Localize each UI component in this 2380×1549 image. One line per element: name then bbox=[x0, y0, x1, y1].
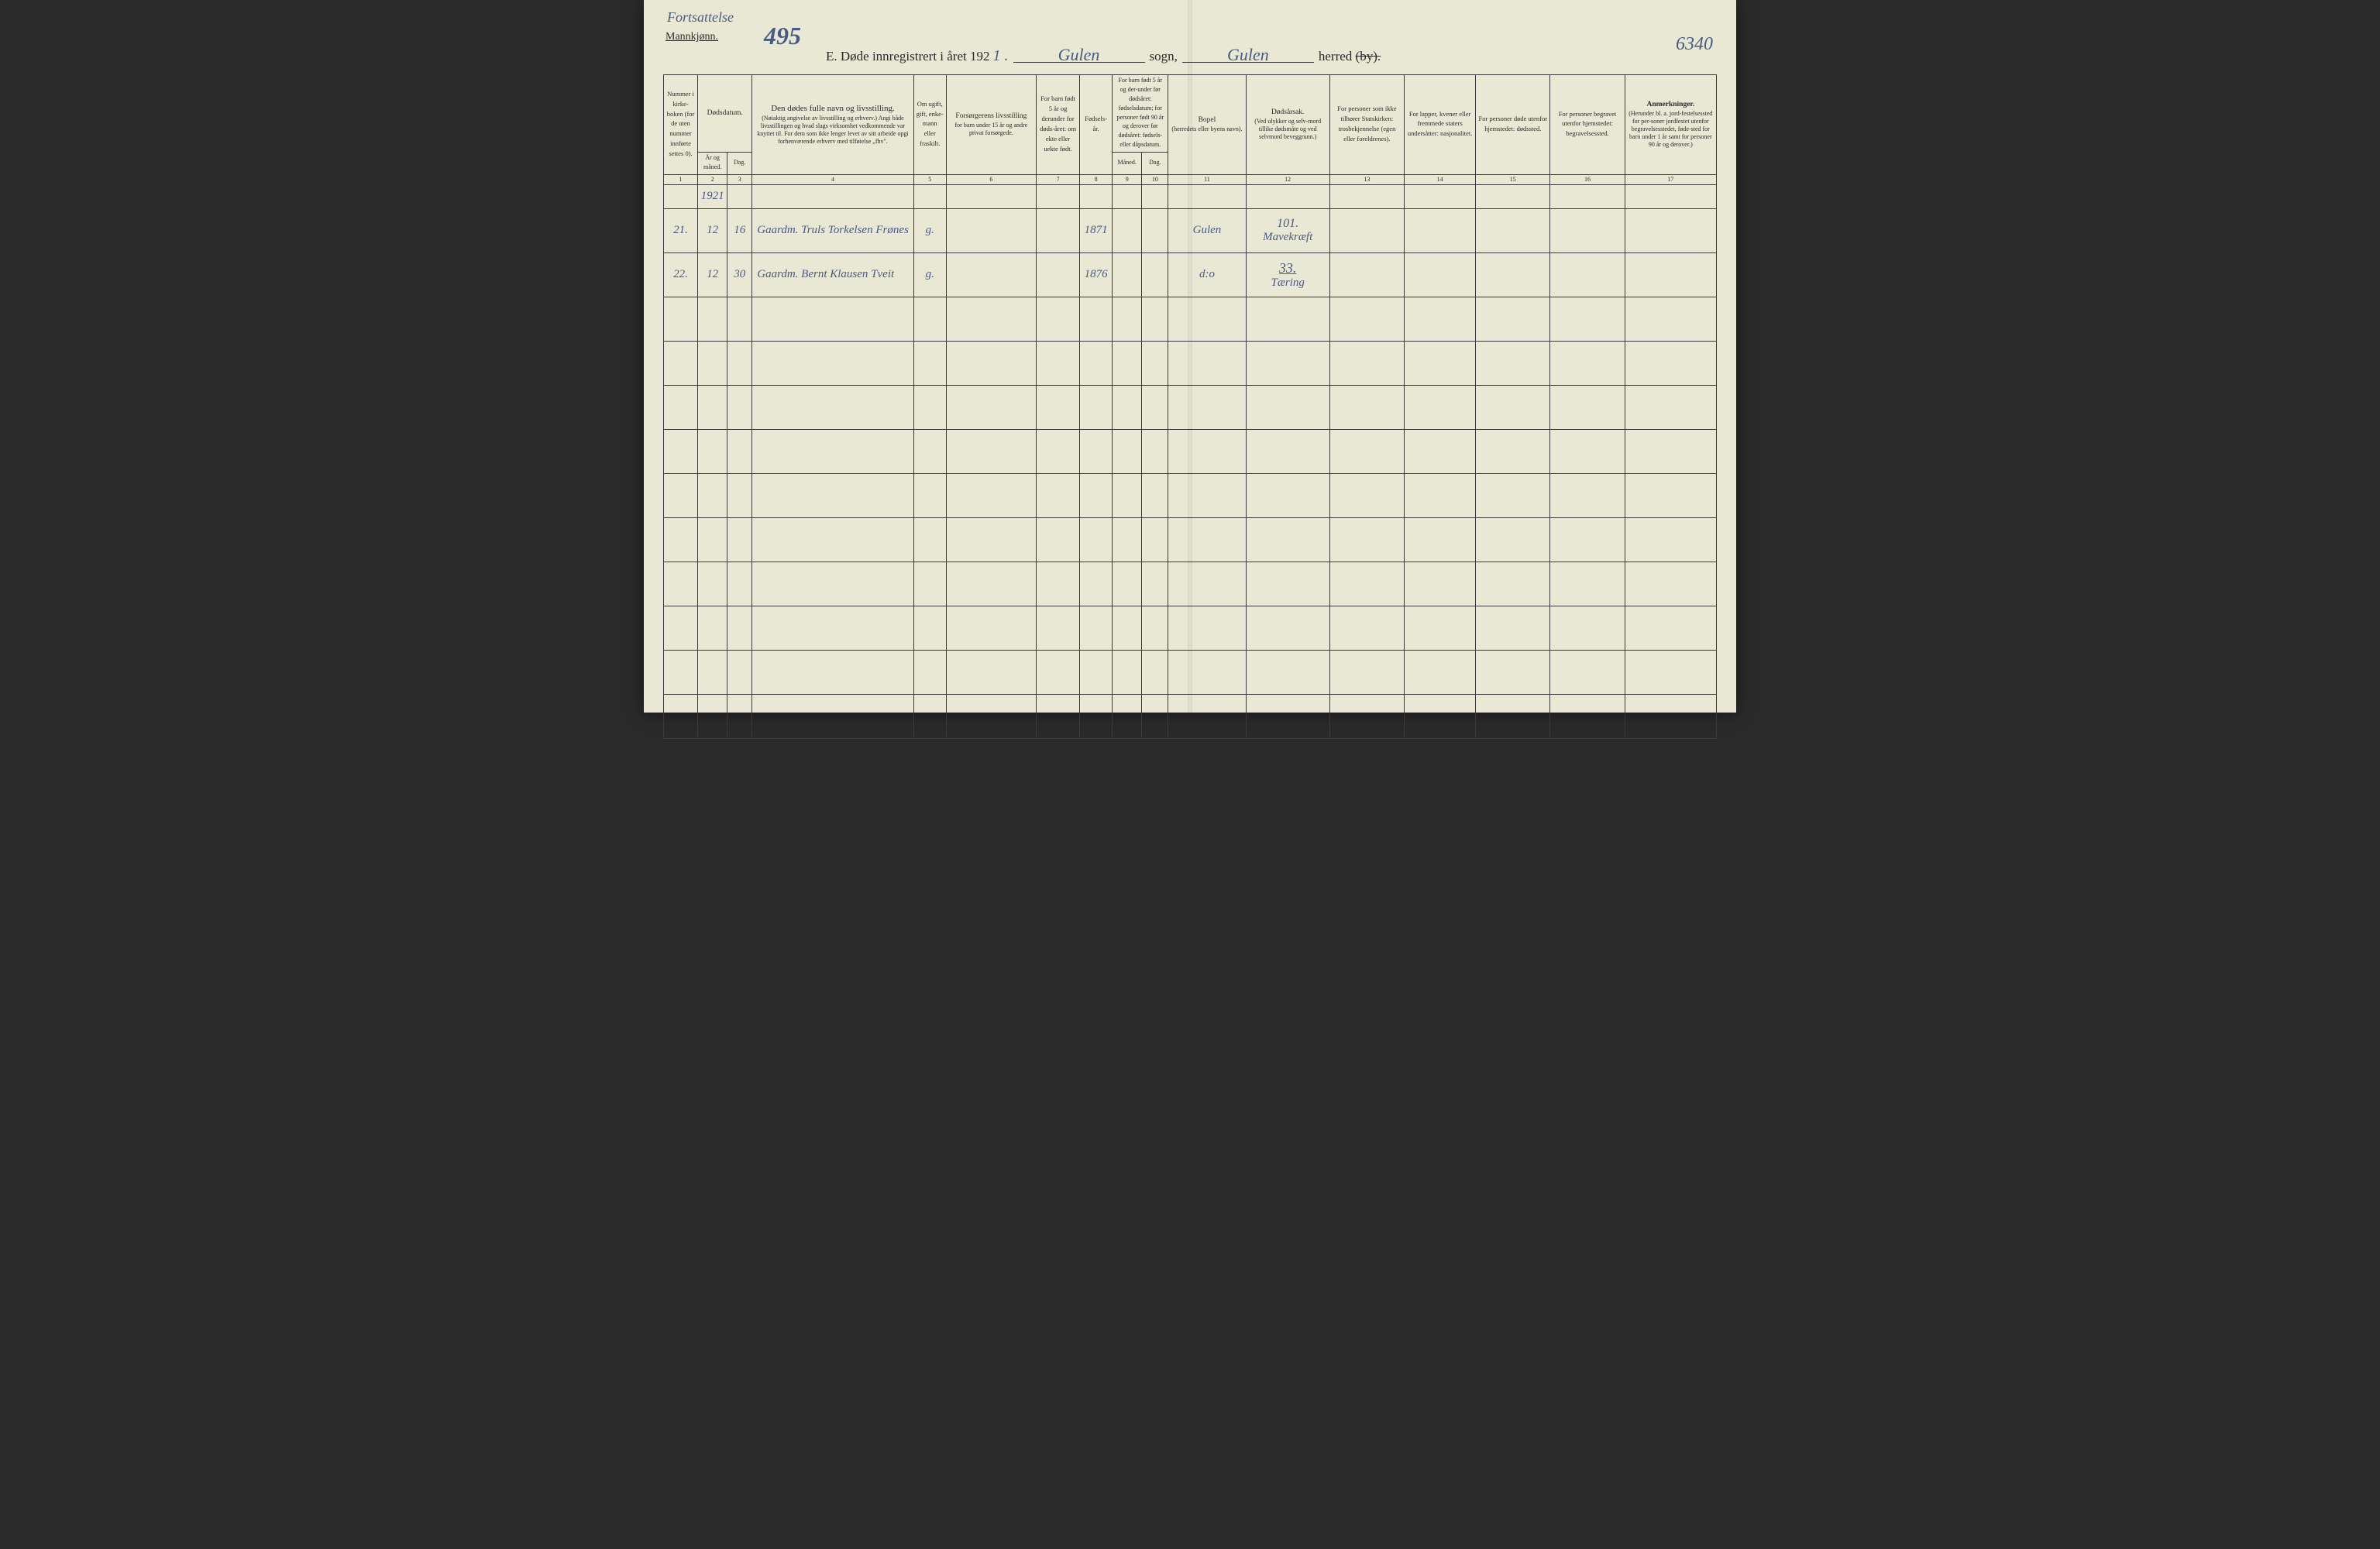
table-row bbox=[664, 297, 1717, 341]
birth-year: 1876 bbox=[1080, 252, 1113, 297]
herred-value: Gulen bbox=[1182, 45, 1314, 63]
col-header: For barn født 5 år og der-under før døds… bbox=[1113, 75, 1168, 153]
cause-of-death: 101. Mavekræft bbox=[1246, 208, 1329, 252]
col-header: Dødsdatum. bbox=[698, 75, 752, 153]
title-row: E. Døde innregistrert i året 192 1 . Gul… bbox=[826, 45, 1717, 65]
table-row bbox=[664, 562, 1717, 606]
table-row bbox=[664, 694, 1717, 738]
death-month: 12 bbox=[698, 208, 727, 252]
table-row bbox=[664, 429, 1717, 473]
table-row bbox=[664, 385, 1717, 429]
table-head: Nummer i kirke-boken (for de uten nummer… bbox=[664, 75, 1717, 185]
column-number-row: 123 456 789 101112 131415 1617 bbox=[664, 174, 1717, 184]
col-header: Bopel (herredets eller byens navn). bbox=[1168, 75, 1246, 175]
table-row bbox=[664, 650, 1717, 694]
marital-status: g. bbox=[913, 208, 946, 252]
residence: Gulen bbox=[1168, 208, 1246, 252]
birth-year: 1871 bbox=[1080, 208, 1113, 252]
table-row: 21. 12 16 Gaardm. Truls Torkelsen Frønes… bbox=[664, 208, 1717, 252]
full-name: Gaardm. Bernt Klausen Tveit bbox=[752, 252, 913, 297]
col-header: For lapper, kvener eller fremmede stater… bbox=[1405, 75, 1476, 175]
table-row bbox=[664, 341, 1717, 385]
col-subheader: Måned. bbox=[1113, 153, 1142, 175]
residence: d:o bbox=[1168, 252, 1246, 297]
col-header: Anmerkninger. (Herunder bl. a. jord-fest… bbox=[1625, 75, 1716, 175]
col-subheader: Dag. bbox=[1142, 153, 1168, 175]
herred-label: herred bbox=[1319, 49, 1352, 64]
corner-note: Fortsattelse bbox=[667, 9, 734, 26]
col-header: Fødsels-år. bbox=[1080, 75, 1113, 175]
gender-label: Mannkjønn. bbox=[666, 31, 718, 43]
col-header: For barn født 5 år og derunder for døds-… bbox=[1037, 75, 1080, 175]
ledger-page: Fortsattelse Mannkjønn. 495 6340 E. Døde… bbox=[644, 0, 1736, 713]
table-row bbox=[664, 473, 1717, 517]
death-month: 12 bbox=[698, 252, 727, 297]
sogn-value: Gulen bbox=[1013, 45, 1145, 63]
death-day: 16 bbox=[727, 208, 752, 252]
col-header: Forsørgerens livsstilling for barn under… bbox=[946, 75, 1036, 175]
col-header: For personer som ikke tilhører Statskirk… bbox=[1329, 75, 1404, 175]
table-row: 22. 12 30 Gaardm. Bernt Klausen Tveit g.… bbox=[664, 252, 1717, 297]
page-number-left: 495 bbox=[764, 22, 801, 50]
col-header: For personer begravet utenfor hjemstedet… bbox=[1550, 75, 1625, 175]
year-suffix: 1 . bbox=[993, 47, 1009, 65]
entry-number: 22. bbox=[664, 252, 698, 297]
cause-of-death: 33. Tæring bbox=[1246, 252, 1329, 297]
death-day: 30 bbox=[727, 252, 752, 297]
page-number-right: 6340 bbox=[1676, 34, 1713, 55]
col-subheader: Dag. bbox=[727, 153, 752, 175]
marital-status: g. bbox=[913, 252, 946, 297]
sogn-label: sogn, bbox=[1150, 49, 1178, 64]
col-header: Om ugift, gift, enke-mann eller fraskilt… bbox=[913, 75, 946, 175]
col-header: Dødsårsak. (Ved ulykker og selv-mord til… bbox=[1246, 75, 1329, 175]
table-row bbox=[664, 517, 1717, 562]
col-header: Nummer i kirke-boken (for de uten nummer… bbox=[664, 75, 698, 175]
year-row: 1921 bbox=[664, 184, 1717, 208]
by-struck: (by). bbox=[1356, 49, 1381, 64]
table-body: 1921 21. 12 16 Gaardm. Truls Torkelsen F… bbox=[664, 184, 1717, 738]
table-row bbox=[664, 606, 1717, 650]
full-name: Gaardm. Truls Torkelsen Frønes bbox=[752, 208, 913, 252]
col-header: Den dødes fulle navn og livsstilling. (N… bbox=[752, 75, 913, 175]
col-header: For personer døde utenfor hjemstedet: dø… bbox=[1476, 75, 1550, 175]
title-prefix: E. Døde innregistrert i året 192 bbox=[826, 49, 990, 64]
entry-number: 21. bbox=[664, 208, 698, 252]
ledger-table: Nummer i kirke-boken (for de uten nummer… bbox=[663, 74, 1717, 739]
col-subheader: År og måned. bbox=[698, 153, 727, 175]
